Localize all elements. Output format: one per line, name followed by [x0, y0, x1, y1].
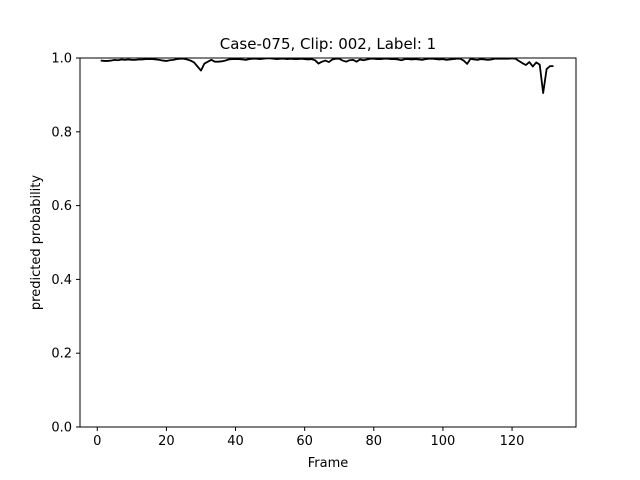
probability-series-line	[100, 57, 554, 94]
y-tick-label: 0.6	[51, 199, 72, 214]
x-tick-label: 100	[431, 434, 456, 449]
x-tick-label: 80	[366, 434, 383, 449]
x-tick-label: 60	[296, 434, 313, 449]
x-axis-ticks: 0 20 40 60 80 100 120	[93, 427, 524, 449]
y-axis-ticks: 0.0 0.2 0.4 0.6 0.8 1.0	[51, 52, 80, 436]
y-tick-label: 0.8	[51, 125, 72, 140]
y-tick-label: 0.2	[51, 347, 72, 362]
y-tick-label: 0.4	[51, 273, 72, 288]
y-axis-label: predicted probability	[29, 175, 44, 310]
x-tick-label: 40	[227, 434, 244, 449]
y-tick-label: 0.0	[51, 421, 72, 436]
x-tick-label: 20	[158, 434, 175, 449]
chart-title: Case-075, Clip: 002, Label: 1	[220, 35, 436, 53]
y-tick-label: 1.0	[51, 52, 72, 67]
x-tick-label: 120	[500, 434, 525, 449]
plot-line-group	[100, 57, 554, 94]
x-tick-label: 0	[93, 434, 101, 449]
axes-frame	[79, 57, 577, 428]
x-axis-label: Frame	[308, 456, 349, 471]
